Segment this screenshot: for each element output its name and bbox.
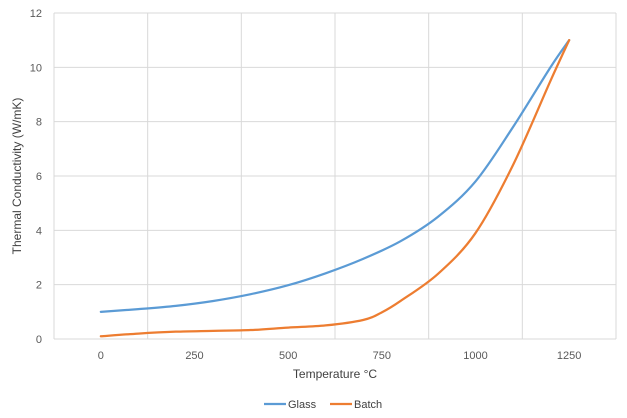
legend-label: Glass	[288, 399, 317, 411]
legend-label: Batch	[354, 399, 382, 411]
gridlines	[53, 12, 617, 340]
x-tick-label: 1000	[463, 350, 487, 362]
y-tick-label: 2	[36, 280, 42, 292]
x-tick-label: 500	[279, 350, 297, 362]
y-tick-label: 4	[36, 225, 42, 237]
y-tick-label: 8	[36, 117, 42, 129]
x-axis-title: Temperature °C	[293, 367, 377, 381]
y-tick-label: 10	[30, 62, 42, 74]
series-line-batch	[99, 39, 571, 338]
y-tick-label: 6	[36, 171, 42, 183]
legend: Glass Batch	[264, 399, 382, 411]
x-tick-label: 1250	[557, 350, 581, 362]
y-tick-label: 0	[36, 334, 42, 346]
series-line-glass	[99, 39, 571, 313]
y-axis-title: Thermal Conductivity (W/mK)	[10, 98, 24, 255]
x-tick-label: 250	[185, 350, 203, 362]
x-axis: 0 250 500 750 1000 1250	[98, 350, 582, 362]
x-tick-label: 750	[373, 350, 391, 362]
series-lines	[99, 39, 571, 338]
y-axis: 0 2 4 6 8 10 12	[30, 8, 42, 346]
y-tick-label: 12	[30, 8, 42, 20]
x-tick-label: 0	[98, 350, 104, 362]
